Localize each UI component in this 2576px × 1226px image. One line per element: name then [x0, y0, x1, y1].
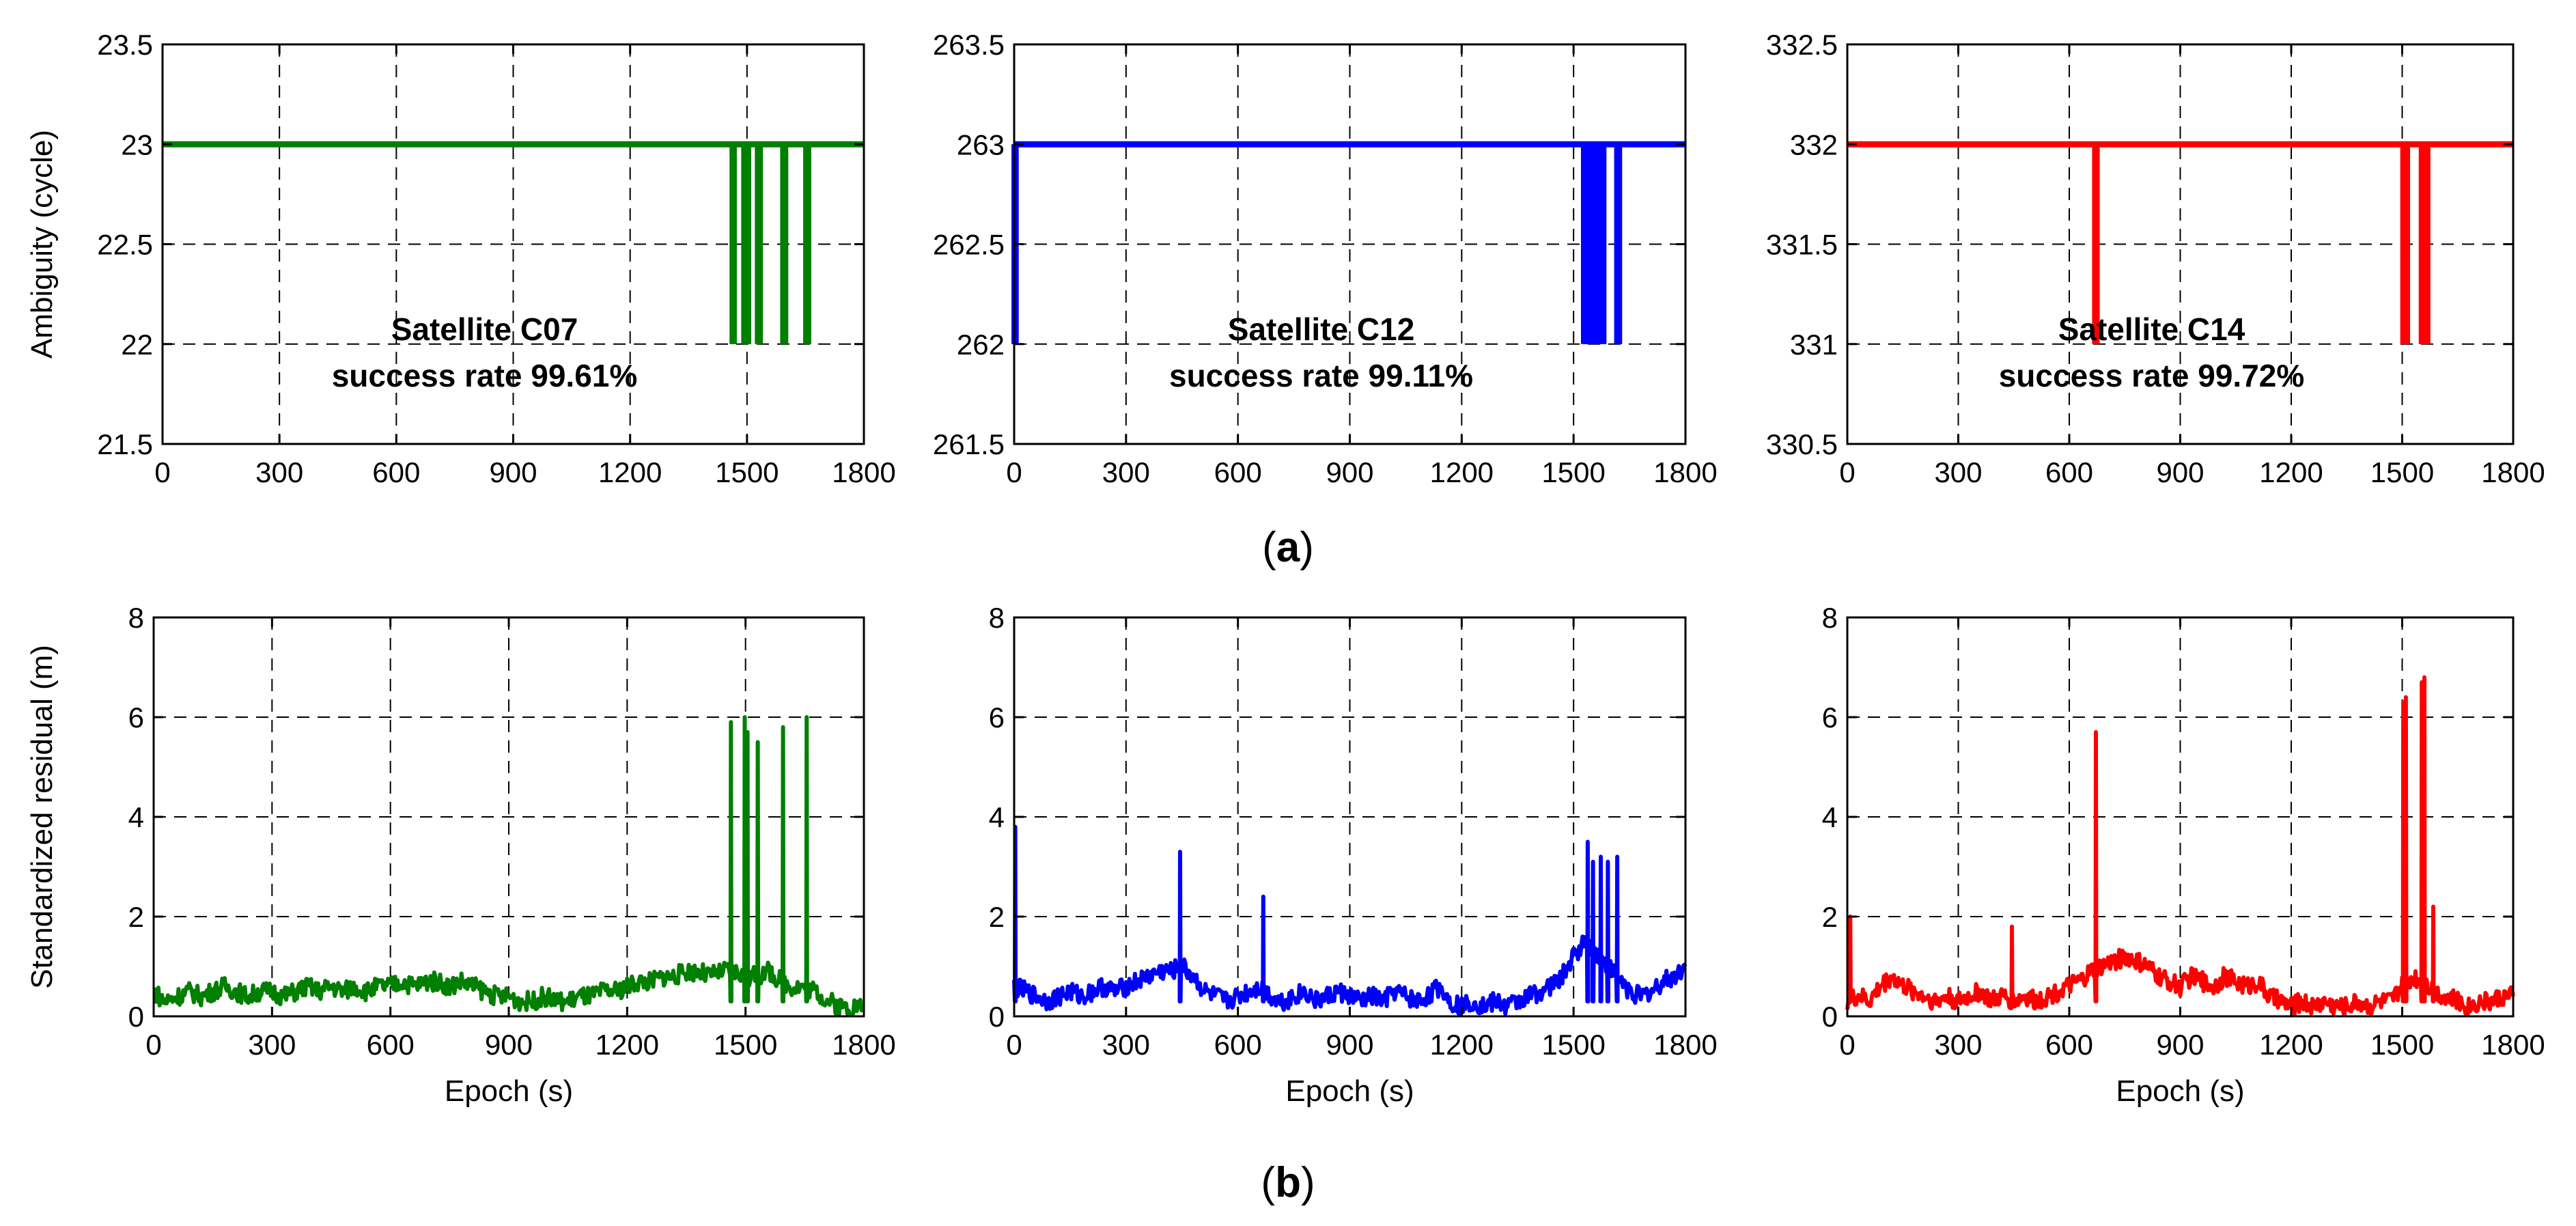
panel-label-a: (a) [1262, 524, 1314, 571]
chart-b1-satellite-c07-residual: 0 300 600 900 1200 1500 1800 0 2 4 6 8 Standardized … [25, 602, 896, 1108]
x-tick-label: 900 [1326, 1029, 1373, 1061]
y-axis-label: Standardized residual (m) [25, 645, 59, 989]
y-tick-label: 2 [1822, 901, 1838, 933]
y-tick-label: 0 [128, 1001, 144, 1033]
x-tick-label: 900 [2156, 456, 2204, 488]
x-tick-label: 1200 [2259, 456, 2323, 488]
y-tick-label: 330.5 [1766, 428, 1838, 460]
x-tick-label: 1800 [2481, 456, 2545, 488]
y-tick-label: 22 [121, 329, 153, 361]
x-tick-label: 1200 [1430, 456, 1494, 488]
x-tick-label: 0 [145, 1029, 161, 1061]
x-tick-label: 1200 [1430, 1029, 1494, 1061]
y-tick-label: 4 [128, 801, 144, 833]
x-tick-label: 1800 [2481, 1029, 2545, 1061]
y-tick-label: 6 [989, 701, 1005, 734]
y-tick-label: 4 [989, 801, 1005, 833]
residual-series-line [152, 715, 865, 1017]
y-tick-label: 262.5 [933, 229, 1005, 261]
x-tick-label: 1500 [1541, 1029, 1605, 1061]
x-tick-label: 1800 [1653, 1029, 1717, 1061]
success-rate-annotation: success rate 99.61% [332, 358, 638, 393]
y-tick-label: 22.5 [97, 229, 153, 261]
y-tick-label: 8 [128, 602, 144, 634]
y-tick-label: 21.5 [97, 428, 153, 460]
x-tick-label: 1800 [832, 456, 895, 488]
x-tick-label: 600 [1214, 1029, 1262, 1061]
x-axis-label: Epoch (s) [445, 1074, 573, 1108]
x-tick-label: 900 [485, 1029, 533, 1061]
x-tick-label: 1500 [715, 456, 779, 488]
y-tick-label: 8 [989, 602, 1005, 634]
x-tick-label: 600 [2045, 456, 2093, 488]
x-tick-label: 300 [248, 1029, 296, 1061]
y-tick-label: 23.5 [97, 29, 153, 61]
x-tick-label: 1500 [1541, 456, 1605, 488]
x-tick-label: 1200 [2259, 1029, 2323, 1061]
chart-a1-satellite-c07-ambiguity: 0 300 600 900 1200 1500 1800 21.5 22 22.5 23 23.5 Am… [25, 29, 896, 488]
y-tick-label: 8 [1822, 602, 1838, 634]
success-rate-annotation: success rate 99.11% [1169, 358, 1473, 393]
x-tick-label: 0 [154, 456, 170, 488]
x-tick-label: 900 [2156, 1029, 2204, 1061]
x-tick-label: 0 [1006, 456, 1022, 488]
y-tick-label: 332.5 [1766, 29, 1838, 61]
y-axis-label: Ambiguity (cycle) [25, 130, 59, 359]
x-tick-label: 1500 [2370, 1029, 2434, 1061]
x-axis-label: Epoch (s) [1285, 1074, 1414, 1108]
y-tick-label: 2 [989, 901, 1005, 933]
x-tick-label: 1200 [596, 1029, 659, 1061]
satellite-annotation: Satellite C12 [1228, 311, 1415, 347]
y-tick-label: 2 [128, 901, 144, 933]
x-tick-label: 300 [1102, 456, 1150, 488]
chart-b3-satellite-c14-residual: 0 300 600 900 1200 1500 1800 0 2 4 6 8 Epoch (s) [1822, 602, 2545, 1108]
x-tick-label: 1800 [1653, 456, 1717, 488]
panel-letter-b: b [1275, 1159, 1301, 1206]
panel-label-b: (b) [1261, 1159, 1315, 1206]
x-tick-label: 0 [1839, 1029, 1855, 1061]
y-tick-label: 262 [957, 329, 1005, 361]
x-tick-label: 600 [1214, 456, 1262, 488]
residual-series-line [1012, 824, 1688, 1018]
x-axis-label: Epoch (s) [2116, 1074, 2244, 1108]
x-tick-label: 1500 [2370, 456, 2434, 488]
y-tick-label: 261.5 [933, 428, 1005, 460]
x-tick-label: 600 [2045, 1029, 2093, 1061]
x-tick-label: 900 [1326, 456, 1373, 488]
x-tick-label: 300 [1102, 1029, 1150, 1061]
x-tick-label: 600 [372, 456, 420, 488]
panel-letter-a: a [1276, 524, 1300, 571]
x-tick-label: 300 [1934, 1029, 1982, 1061]
residual-series-line [1845, 675, 2515, 1018]
y-tick-label: 6 [1822, 701, 1838, 734]
y-tick-label: 331 [1790, 329, 1838, 361]
y-tick-label: 263.5 [933, 29, 1005, 61]
chart-a2-satellite-c12-ambiguity: 0 300 600 900 1200 1500 1800 261.5 262 262.5 263 26… [933, 29, 1718, 488]
y-tick-label: 0 [1822, 1001, 1838, 1033]
y-tick-label: 6 [128, 701, 144, 734]
y-tick-label: 23 [121, 128, 153, 161]
x-tick-label: 0 [1839, 456, 1855, 488]
satellite-annotation: Satellite C14 [2058, 311, 2245, 347]
x-tick-label: 1500 [714, 1029, 777, 1061]
satellite-annotation: Satellite C07 [391, 311, 578, 347]
x-tick-label: 1200 [598, 456, 662, 488]
x-tick-label: 300 [255, 456, 303, 488]
y-tick-label: 0 [989, 1001, 1005, 1033]
y-tick-label: 331.5 [1766, 229, 1838, 261]
x-tick-label: 0 [1006, 1029, 1022, 1061]
x-tick-label: 1800 [832, 1029, 895, 1061]
chart-b2-satellite-c12-residual: 0 300 600 900 1200 1500 1800 0 2 4 6 8 Epoch (s) [989, 602, 1718, 1108]
chart-a3-satellite-c14-ambiguity: 0 300 600 900 1200 1500 1800 330.5 331 331.5 332 33… [1766, 29, 2545, 488]
x-tick-label: 300 [1934, 456, 1982, 488]
x-tick-label: 600 [367, 1029, 415, 1061]
y-tick-label: 332 [1790, 128, 1838, 161]
x-tick-label: 900 [489, 456, 537, 488]
y-tick-label: 263 [957, 128, 1005, 161]
success-rate-annotation: success rate 99.72% [1999, 358, 2305, 393]
y-tick-label: 4 [1822, 801, 1838, 833]
